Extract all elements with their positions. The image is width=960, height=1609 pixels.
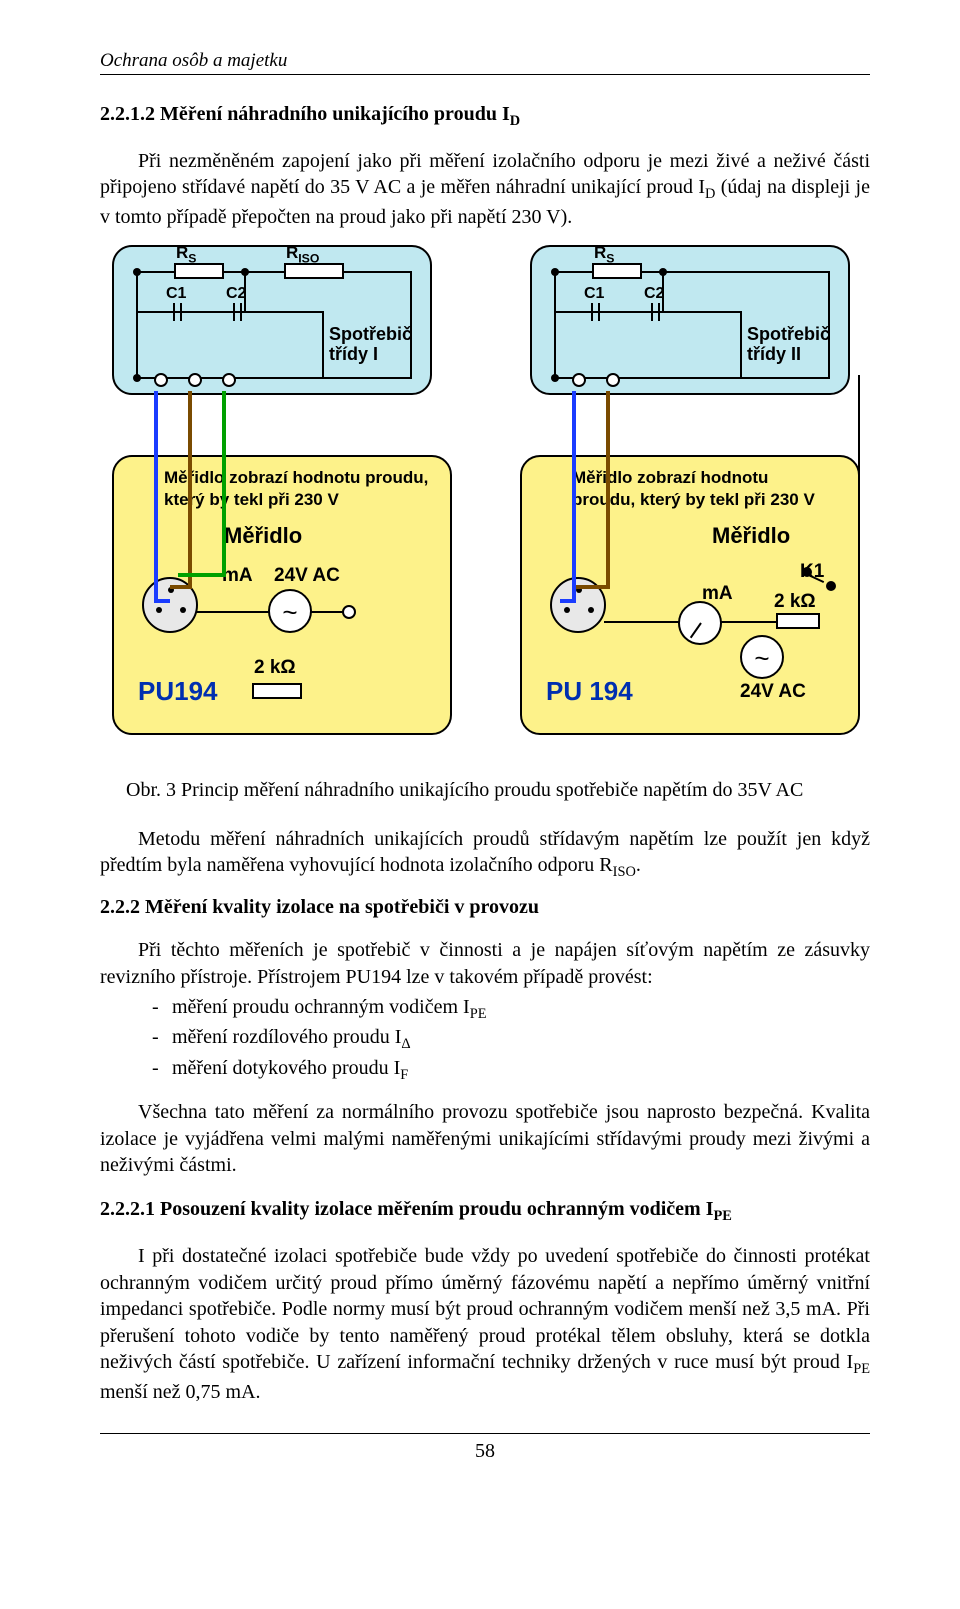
- meter-title: Měřidlo: [712, 523, 790, 549]
- device-label: Spotřebič třídy II: [747, 325, 830, 365]
- meter-note: Měřidlo zobrazí hodnotu proudu, který by…: [164, 467, 430, 511]
- rs-label: RS: [176, 243, 196, 265]
- ma-label: mA: [222, 565, 253, 587]
- text: Při těchto měřeních je spotřebič v činno…: [100, 939, 870, 987]
- ac-source-icon: [268, 589, 312, 633]
- heading-text: 2.2.1.2 Měření náhradního unikajícího pr…: [100, 103, 510, 125]
- vac-label: 24V AC: [274, 565, 340, 587]
- paragraph: Při nezměněném zapojení jako při měření …: [100, 148, 870, 231]
- r2k-label: 2 kΩ: [254, 657, 296, 679]
- riso-label: RISO: [286, 243, 319, 265]
- pu-label: PU194: [138, 676, 218, 707]
- running-head: Ochrana osôb a majetku: [100, 50, 870, 75]
- device-panel-left: RS RISO C1 C2: [112, 245, 432, 395]
- paragraph: Při těchto měřeních je spotřebič v činno…: [100, 937, 870, 990]
- section-heading-2-2-2-1: 2.2.2.1 Posouzení kvality izolace měření…: [100, 1198, 870, 1225]
- sub: PE: [853, 1361, 870, 1377]
- paragraph: Všechna tato měření za normálního provoz…: [100, 1099, 870, 1178]
- meter-title: Měřidlo: [224, 523, 302, 549]
- c1-label: C1: [166, 285, 186, 303]
- paragraph: Metodu měření náhradních unikajících pro…: [100, 826, 870, 882]
- list-item: měření proudu ochranným vodičem IPE: [100, 994, 870, 1024]
- r2k-label: 2 kΩ: [774, 591, 816, 613]
- c2-label: C2: [226, 285, 246, 303]
- text: .: [636, 854, 641, 876]
- figure-3: RS RISO C1 C2: [100, 245, 870, 802]
- page-number: 58: [100, 1433, 870, 1463]
- text: I při dostatečné izolaci spotřebiče bude…: [100, 1245, 870, 1373]
- list-item: měření rozdílového proudu IΔ: [100, 1024, 870, 1054]
- text: Všechna tato měření za normálního provoz…: [100, 1101, 870, 1176]
- c2-label: C2: [644, 285, 664, 303]
- text: menší než 0,75 mA.: [100, 1381, 261, 1403]
- section-heading-2-2-1-2: 2.2.1.2 Měření náhradního unikajícího pr…: [100, 103, 870, 130]
- text: Metodu měření náhradních unikajících pro…: [100, 828, 870, 876]
- meter-note: Měřidlo zobrazí hodnotu proudu, který by…: [572, 467, 838, 511]
- bullet-list: měření proudu ochranným vodičem IPE měře…: [100, 994, 870, 1085]
- device-panel-right: RS C1 C2 Spotřebič třídy II: [530, 245, 850, 395]
- sub: D: [705, 186, 715, 202]
- ac-source-icon: [740, 635, 784, 679]
- device-label: Spotřebič třídy I: [329, 325, 412, 365]
- vac-label: 24V AC: [740, 681, 806, 703]
- meter-panel-left: Měřidlo zobrazí hodnotu proudu, který by…: [112, 455, 452, 735]
- c1-label: C1: [584, 285, 604, 303]
- ammeter-icon: [678, 601, 722, 645]
- list-item: měření dotykového proudu IF: [100, 1055, 870, 1085]
- pu-label: PU 194: [546, 676, 633, 707]
- section-heading-2-2-2: 2.2.2 Měření kvality izolace na spotřebi…: [100, 896, 870, 919]
- heading-sub: D: [510, 113, 520, 129]
- paragraph: I při dostatečné izolaci spotřebiče bude…: [100, 1243, 870, 1405]
- meter-panel-right: Měřidlo zobrazí hodnotu proudu, který by…: [520, 455, 860, 735]
- figure-caption: Obr. 3 Princip měření náhradního unikají…: [126, 779, 870, 802]
- rs-label: RS: [594, 243, 614, 265]
- sub: ISO: [613, 864, 636, 880]
